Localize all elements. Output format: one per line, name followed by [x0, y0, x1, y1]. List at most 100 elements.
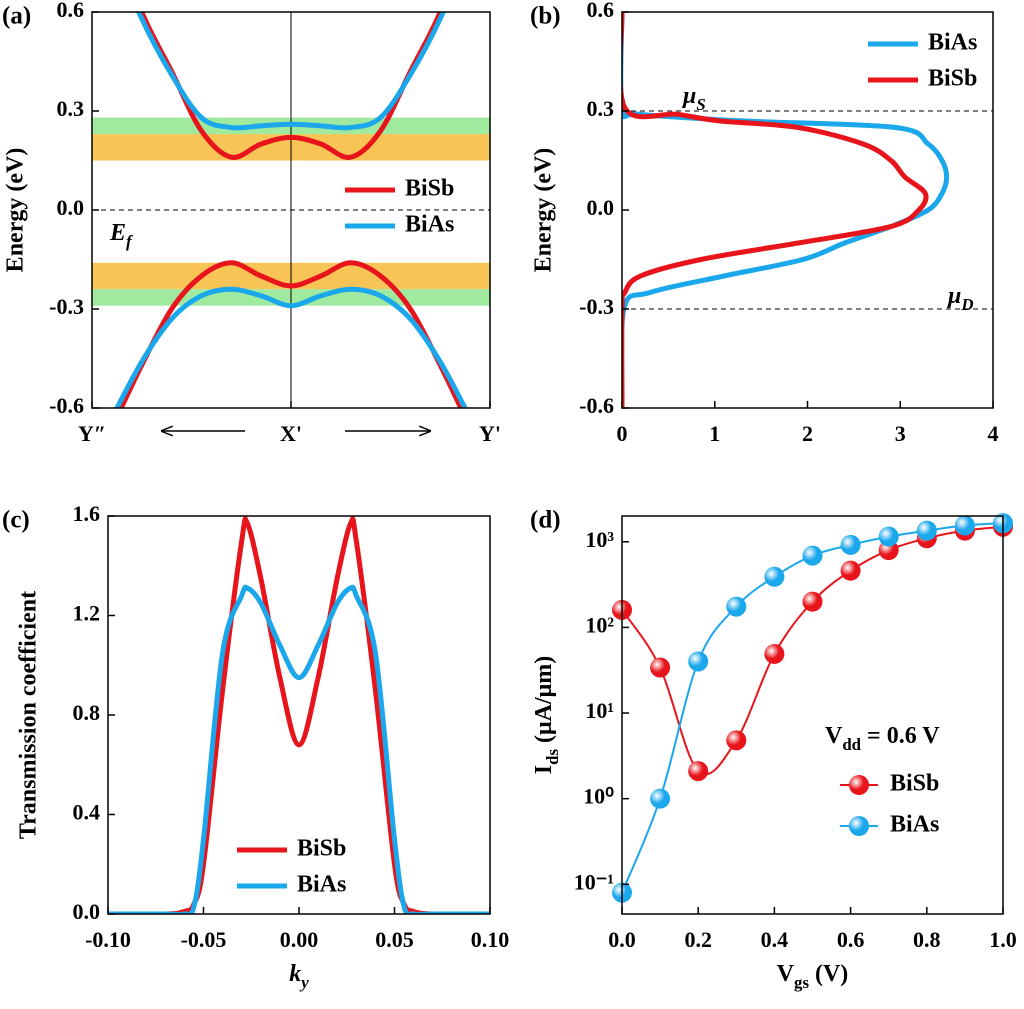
series-line: [622, 522, 1003, 893]
x-tick-label: X': [280, 421, 302, 446]
marker: [878, 526, 899, 547]
text-sub: S: [696, 95, 705, 114]
panel-label: (b): [530, 3, 561, 30]
x-tick-label: 0.0: [608, 927, 636, 952]
marker: [688, 761, 709, 782]
annotation: μD: [946, 283, 973, 315]
x-tick-label: 0.2: [684, 927, 712, 952]
x-tick-label: 1.0: [989, 927, 1017, 952]
y-tick-label: 0.3: [587, 96, 615, 121]
x-tick-label: 0.10: [471, 927, 510, 952]
legend-label: BiAs: [928, 30, 977, 56]
legend-marker: [849, 816, 869, 836]
marker: [802, 545, 823, 566]
series-line: [622, 12, 929, 408]
marker: [764, 643, 785, 664]
marker: [650, 788, 671, 809]
legend-label: BiSb: [890, 771, 939, 797]
series-line: [136, 12, 446, 131]
x-tick-label: 3: [895, 421, 906, 446]
text-sub: dd: [842, 735, 861, 754]
y-tick-label: -0.3: [49, 294, 84, 319]
text-sub: f: [126, 232, 133, 251]
y-tick-label: -0.6: [49, 393, 84, 418]
legend-label: BiAs: [405, 212, 454, 238]
plot-area: [108, 516, 490, 914]
marker: [764, 566, 785, 587]
y-tick-label: 10⁻¹: [574, 869, 614, 894]
x-tick-label: Y″: [78, 421, 106, 446]
x-tick-label: Y': [479, 421, 501, 446]
y-axis-label: Transmission coefficient: [16, 591, 42, 839]
legend-label: BiSb: [928, 66, 977, 92]
plot-area: [622, 522, 1003, 893]
y-tick-label: 10³: [585, 527, 614, 552]
marker: [916, 520, 937, 541]
legend-label: BiSb: [405, 176, 454, 202]
text-main: k: [289, 961, 301, 987]
annotation: μS: [681, 83, 706, 115]
series-line: [114, 286, 468, 408]
text-sub: ds: [543, 749, 562, 765]
marker: [840, 560, 861, 581]
y-tick-label: 0.0: [587, 195, 615, 220]
panel-label: (a): [2, 3, 31, 30]
y-tick-label: 10⁰: [583, 784, 614, 809]
series-line: [622, 12, 950, 408]
legend-label: BiAs: [297, 872, 346, 898]
x-tick-label: 2: [802, 421, 813, 446]
annotation: Ef: [109, 220, 133, 252]
annotation: Vdd = 0.6 V: [825, 723, 940, 755]
plot-area: [622, 12, 993, 408]
marker: [688, 651, 709, 672]
x-axis-label: ky: [289, 961, 309, 993]
x-tick-label: 4: [988, 421, 999, 446]
legend-label: BiAs: [890, 812, 939, 838]
x-tick-label: 0.05: [375, 927, 414, 952]
text-main: V: [825, 723, 843, 749]
plot-area: [92, 12, 490, 408]
series-line: [118, 260, 464, 408]
y-tick-label: 0.0: [73, 899, 101, 924]
x-tick-label: 1: [709, 421, 720, 446]
axes-frame: [621, 515, 1004, 915]
marker: [726, 596, 747, 617]
legend-marker: [849, 775, 869, 795]
panel-label: (c): [2, 507, 30, 534]
x-axis-label: Vgs (V): [777, 961, 849, 993]
y-tick-label: -0.3: [579, 294, 614, 319]
y-tick-label: 0.0: [57, 195, 85, 220]
x-tick-label: 0.6: [837, 927, 865, 952]
x-tick-label: 0.8: [913, 927, 941, 952]
y-tick-label: 0.4: [73, 800, 101, 825]
y-tick-label: 0.3: [57, 96, 85, 121]
x-tick-label: 0.4: [761, 927, 789, 952]
y-tick-label: 10²: [585, 612, 614, 637]
y-tick-label: -0.6: [579, 393, 614, 418]
legend-label: BiSb: [297, 836, 346, 862]
y-axis-label: Ids (μA/μm): [531, 656, 563, 774]
x-tick-label: 0: [617, 421, 628, 446]
text-sub: gs: [794, 973, 809, 992]
y-tick-label: 0.8: [73, 700, 101, 725]
y-tick-label: 1.6: [73, 501, 101, 526]
y-axis-label: Energy (eV): [531, 148, 557, 273]
text-main: μ: [681, 83, 696, 109]
text-main: I: [531, 765, 557, 774]
text-main: μ: [946, 283, 961, 309]
series-line: [108, 516, 490, 914]
text-sub: D: [960, 295, 973, 314]
y-tick-label: 0.6: [587, 0, 615, 22]
text-sub: y: [299, 973, 309, 992]
panel-label: (d): [530, 507, 561, 534]
x-tick-label: -0.10: [85, 927, 131, 952]
y-tick-label: 0.6: [57, 0, 85, 22]
text-tail: (μA/μm): [531, 656, 557, 749]
text-tail: (V): [809, 961, 848, 987]
x-tick-label: -0.05: [181, 927, 227, 952]
y-tick-label: 1.2: [73, 601, 101, 626]
text-tail: = 0.6 V: [861, 723, 940, 749]
marker: [840, 534, 861, 555]
marker: [802, 591, 823, 612]
